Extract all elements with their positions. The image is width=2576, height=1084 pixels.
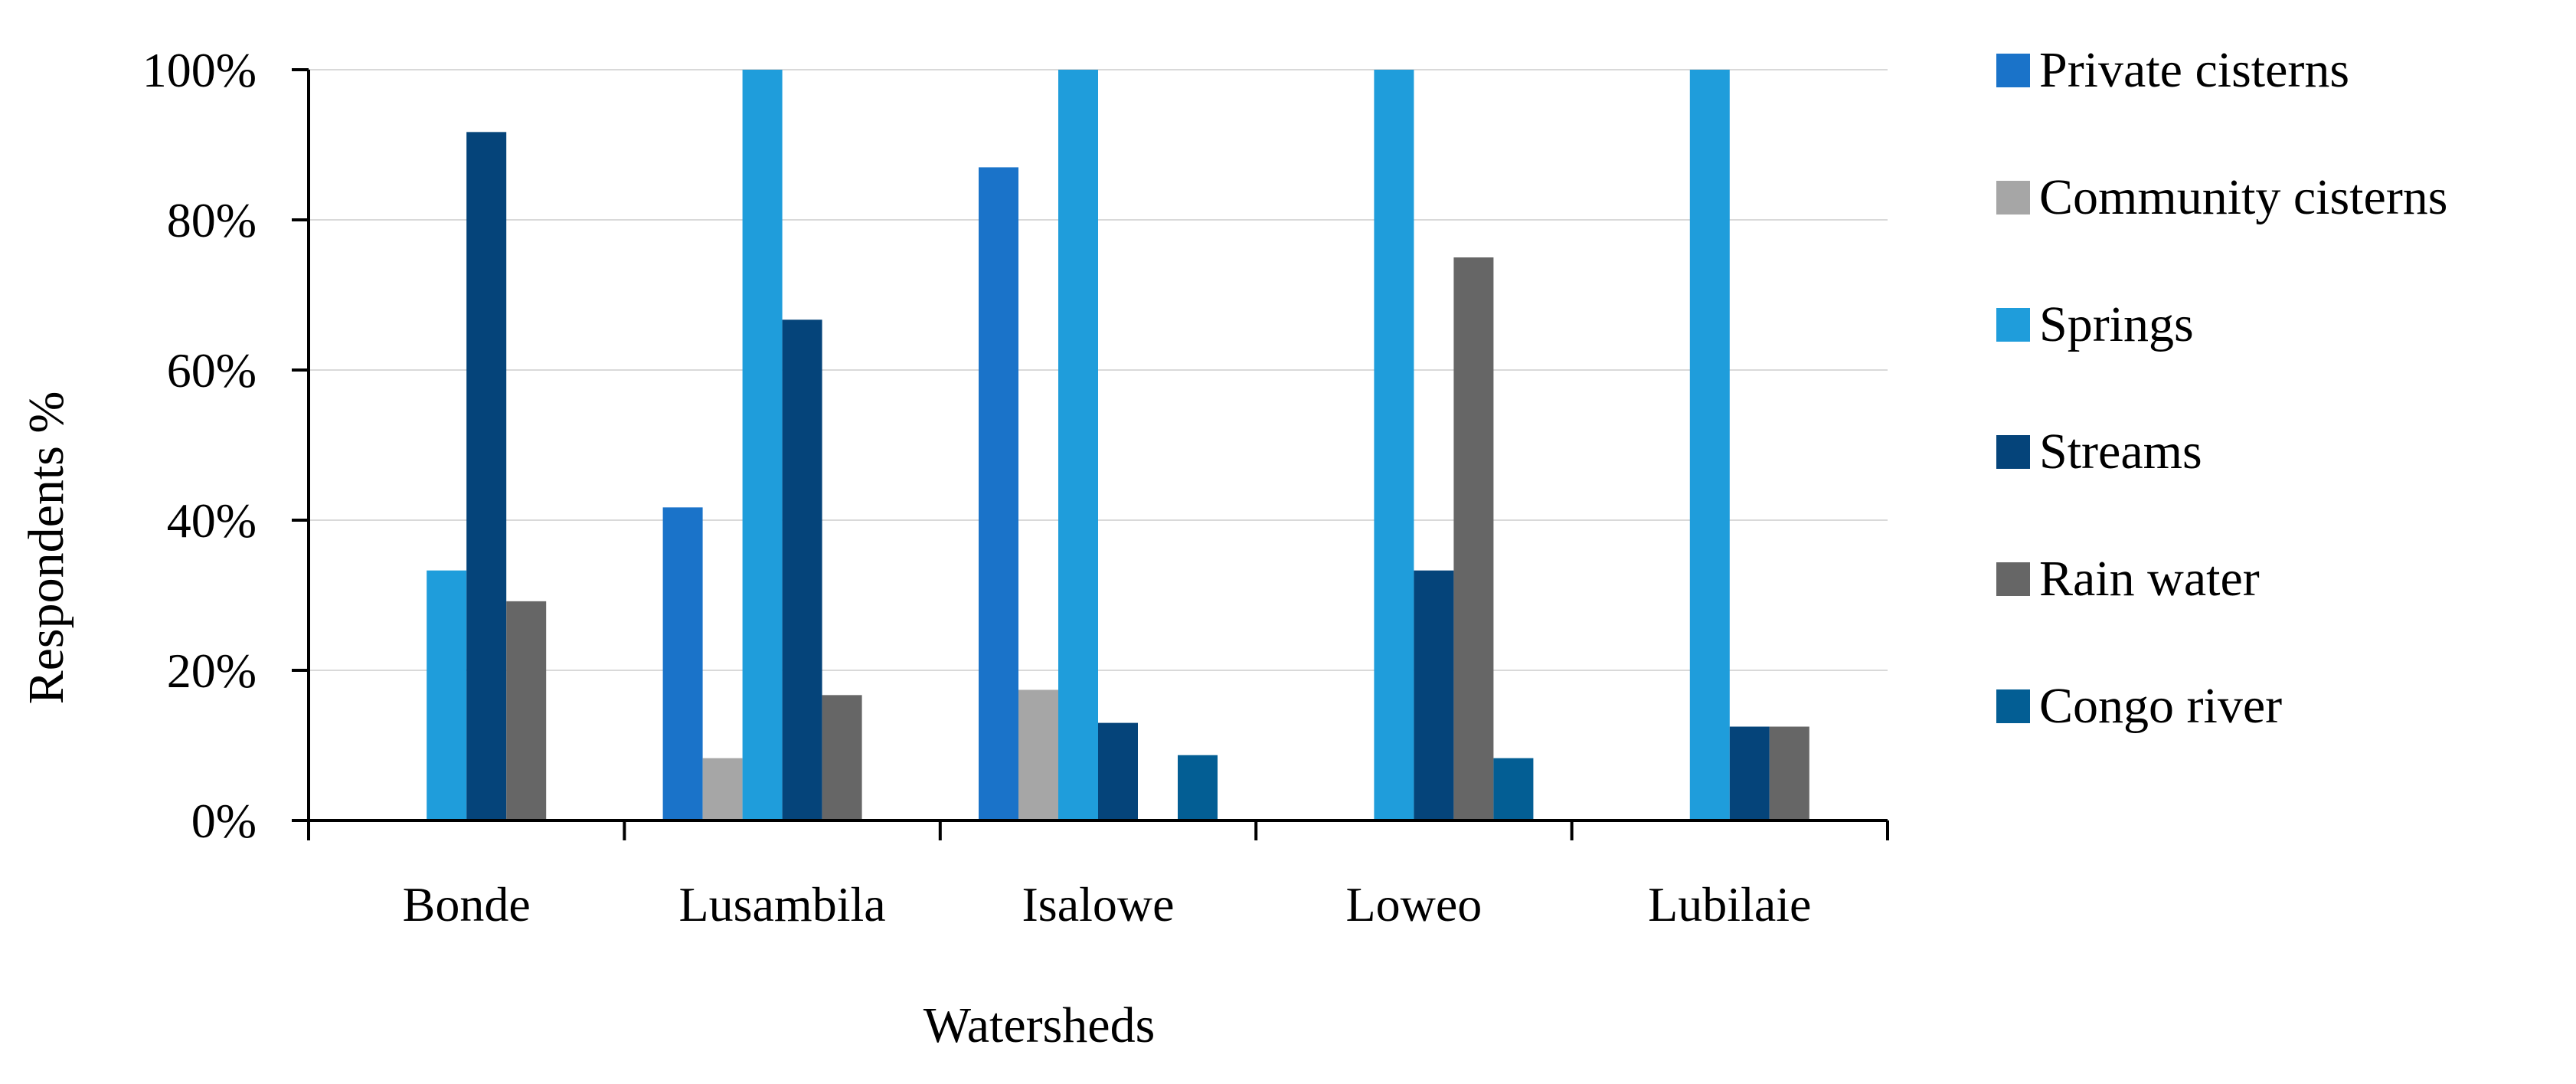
bar [1493, 758, 1534, 820]
y-tick-label: 60% [167, 343, 257, 398]
legend-item: Springs [1996, 296, 2194, 352]
legend-item: Private cisterns [1996, 42, 2349, 98]
legend-label: Community cisterns [2039, 169, 2447, 225]
legend: Private cisterns Community cisterns Spring… [1996, 42, 2447, 734]
y-tick-label: 40% [167, 493, 257, 548]
y-axis-title: Respondents % [18, 391, 74, 705]
bar [1098, 722, 1138, 820]
bar [782, 319, 822, 821]
y-tick-label: 20% [167, 644, 257, 698]
legend-item: Community cisterns [1996, 169, 2447, 225]
bar [427, 570, 467, 820]
bar [742, 70, 783, 820]
bar [1374, 70, 1414, 820]
bar [1689, 70, 1730, 820]
axes [292, 68, 1889, 840]
legend-swatch [1996, 54, 2030, 87]
x-tick-label: Lusambila [679, 877, 886, 932]
bar [662, 507, 703, 820]
bar [466, 132, 507, 821]
legend-swatch [1996, 435, 2030, 469]
legend-label: Rain water [2039, 551, 2260, 607]
legend-label: Private cisterns [2039, 42, 2349, 98]
bar [1729, 726, 1770, 820]
bar [1058, 70, 1098, 820]
bar [702, 758, 743, 820]
x-tick-label: Isalowe [1022, 877, 1174, 932]
legend-item: Rain water [1996, 551, 2260, 607]
bars [427, 70, 1809, 821]
bar [1178, 755, 1218, 820]
legend-item: Congo river [1996, 678, 2282, 734]
y-tick-label: 100% [142, 43, 257, 97]
legend-label: Springs [2039, 296, 2194, 352]
x-axis-title: Watersheds [924, 997, 1156, 1053]
x-tick-labels: Bonde Lusambila Isalowe Loweo Lubilaie [403, 877, 1812, 932]
legend-swatch [1996, 308, 2030, 342]
y-tick-labels: 0% 20% 40% 60% 80% 100% [142, 43, 257, 848]
x-tick-label: Lubilaie [1648, 877, 1811, 932]
bar [1414, 570, 1454, 820]
bar [1769, 726, 1809, 820]
bar [1018, 689, 1058, 820]
legend-swatch [1996, 562, 2030, 596]
legend-item: Streams [1996, 424, 2202, 480]
bar [979, 167, 1018, 820]
legend-swatch [1996, 181, 2030, 215]
legend-label: Streams [2039, 424, 2202, 480]
legend-swatch [1996, 689, 2030, 723]
bar [506, 601, 547, 820]
x-tick-label: Bonde [403, 877, 531, 932]
legend-label: Congo river [2039, 678, 2282, 734]
bar [822, 695, 862, 820]
x-tick-label: Loweo [1346, 877, 1483, 932]
bar [1453, 257, 1494, 820]
y-tick-label: 80% [167, 193, 257, 247]
y-tick-label: 0% [191, 794, 257, 848]
